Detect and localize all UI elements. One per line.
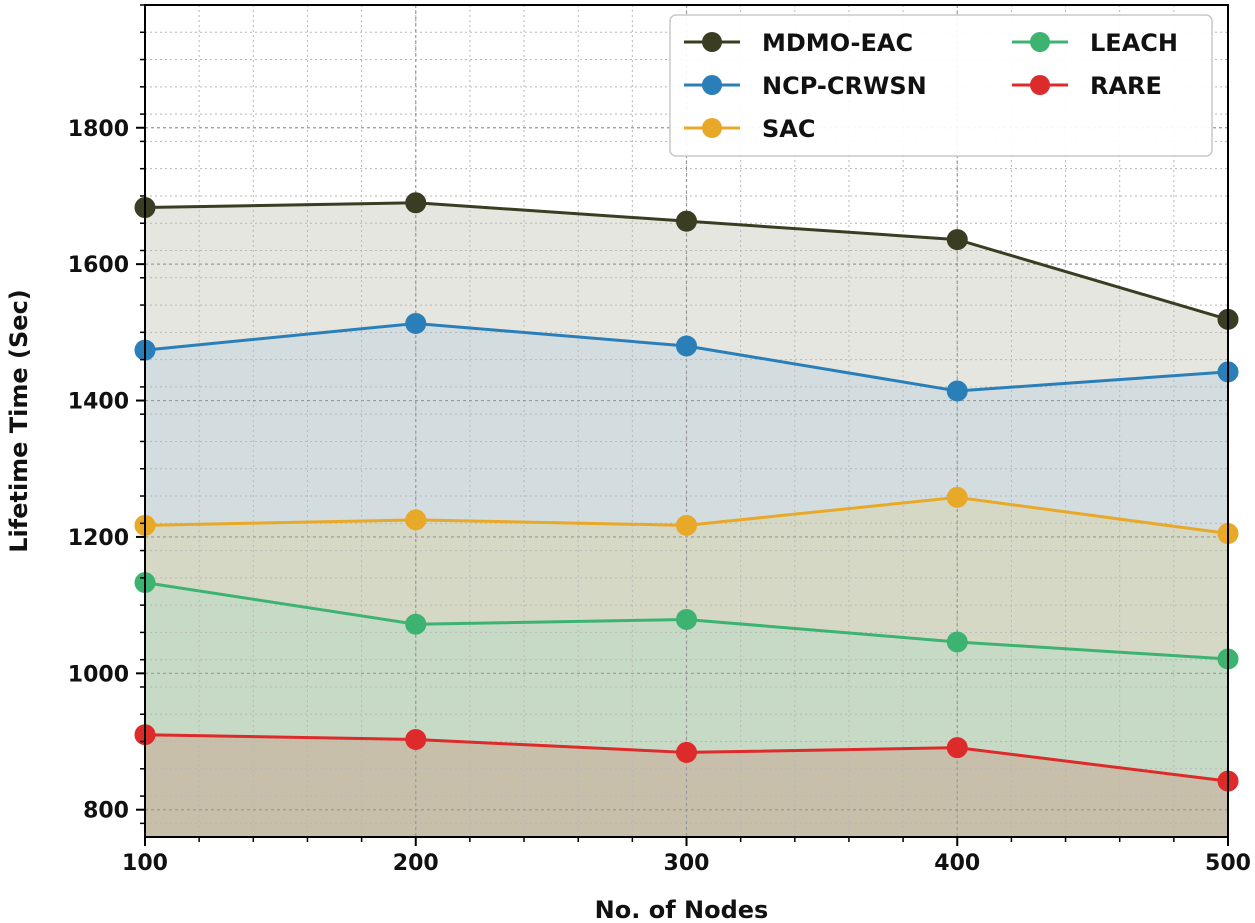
data-point-leach-400 [946,631,968,653]
data-point-ncp-crwsn-400 [946,380,968,402]
y-tick-label: 800 [83,799,129,824]
data-point-sac-200 [405,509,427,531]
data-point-rare-400 [946,737,968,759]
y-axis-label: Lifetime Time (Sec) [5,289,33,553]
x-tick-label: 400 [934,851,980,876]
x-tick-label: 200 [393,851,439,876]
legend-marker-rare [1030,75,1050,95]
legend-marker-ncp-crwsn [702,75,722,95]
data-point-mdmo-eac-300 [676,210,697,232]
data-point-ncp-crwsn-300 [676,335,697,357]
legend-label-ncp-crwsn: NCP-CRWSN [762,72,927,100]
y-tick-label: 1600 [68,253,129,278]
data-point-leach-200 [405,613,427,635]
legend-label-leach: LEACH [1090,29,1178,57]
legend-label-rare: RARE [1090,72,1162,100]
x-tick-label: 100 [122,851,168,876]
data-point-mdmo-eac-200 [405,192,427,214]
data-point-mdmo-eac-400 [946,229,968,251]
legend-label-mdmo-eac: MDMO-EAC [762,29,913,57]
legend-marker-mdmo-eac [702,32,722,52]
y-tick-label: 1000 [68,662,129,687]
y-tick-label: 1800 [68,117,129,142]
x-tick-label: 300 [664,851,710,876]
data-point-sac-300 [676,514,697,536]
legend-marker-leach [1030,32,1050,52]
y-tick-label: 1200 [68,526,129,551]
data-point-rare-300 [676,741,697,763]
data-point-rare-200 [405,728,427,750]
x-axis-label: No. of Nodes [595,896,769,923]
y-tick-label: 1400 [68,390,129,415]
data-point-sac-400 [946,486,968,508]
legend-box [669,14,1213,157]
legend: MDMO-EAC NCP-CRWSN SAC LEACH RARE [669,14,1213,157]
data-point-leach-300 [676,608,697,630]
data-point-ncp-crwsn-200 [405,312,427,334]
legend-marker-sac [702,118,722,138]
x-tick-label: 500 [1205,851,1251,876]
legend-label-sac: SAC [762,115,815,143]
